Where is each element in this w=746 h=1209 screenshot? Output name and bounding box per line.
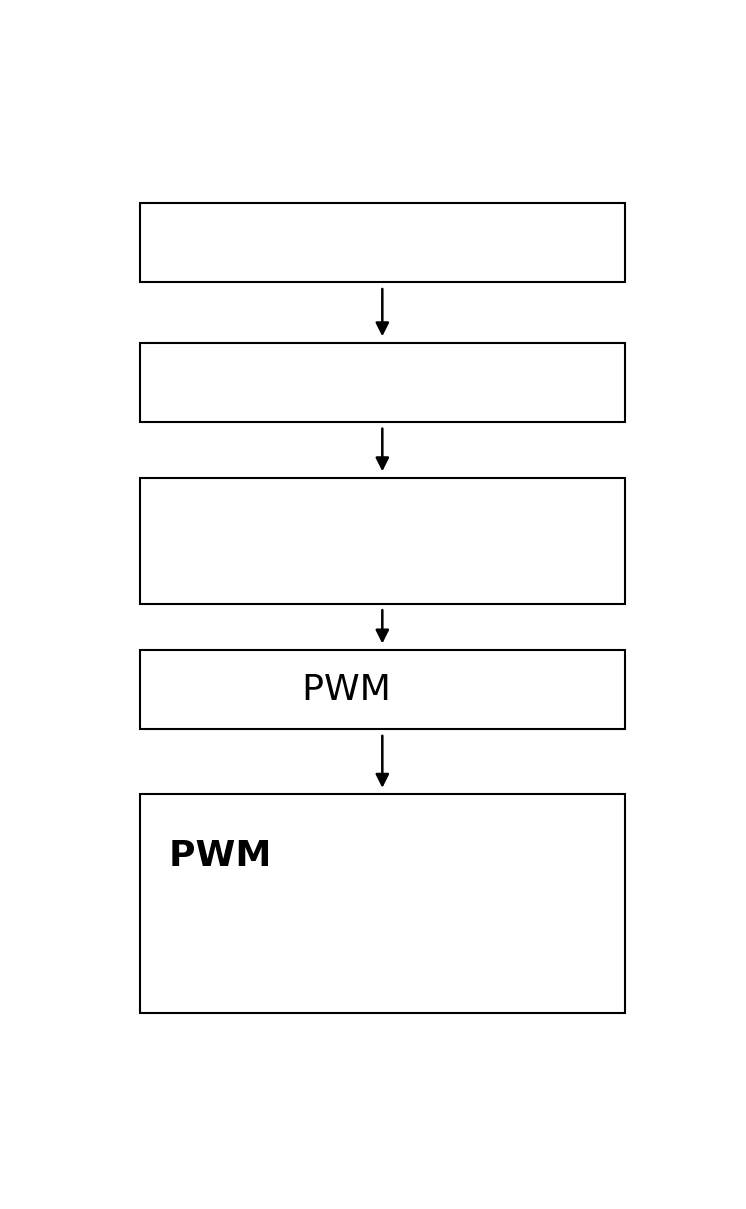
Text: 给定滞环的宽度: 给定滞环的宽度 [256, 226, 509, 260]
Bar [140, 794, 625, 1013]
Bar [140, 343, 625, 422]
Text: 生成PWM驱动信号: 生成PWM驱动信号 [230, 672, 535, 707]
Text: 判断电压矢量所在扇区: 判断电压矢量所在扇区 [201, 365, 563, 399]
Text: PWM驱动信号输入开关管
的控制端，控制开关管的开
通或关断: PWM驱动信号输入开关管 的控制端，控制开关管的开 通或关断 [166, 839, 599, 968]
Bar [140, 650, 625, 729]
Bar [140, 203, 625, 283]
Text: 根据开关表选择
合适的电压矢量: 根据开关表选择 合适的电压矢量 [256, 501, 509, 582]
Bar [140, 478, 625, 603]
